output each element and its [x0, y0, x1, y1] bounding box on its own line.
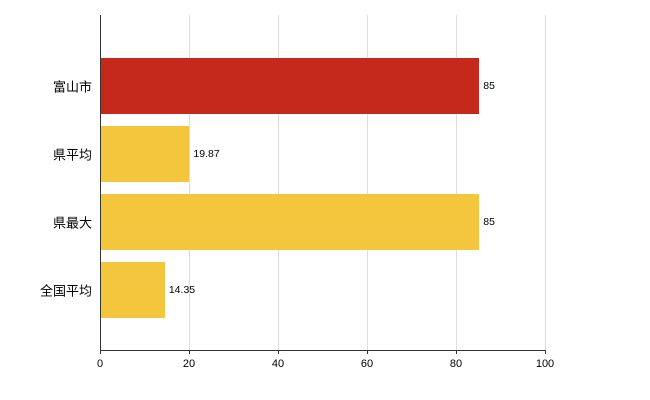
value-label: 85 — [483, 80, 495, 92]
bar-県最大 — [101, 194, 480, 250]
x-tick-mark — [278, 350, 279, 354]
bar-全国平均 — [101, 262, 165, 318]
value-label: 19.87 — [193, 148, 220, 160]
x-tick-label: 80 — [449, 358, 463, 370]
x-axis-line — [100, 350, 546, 351]
bar-県平均 — [101, 126, 190, 182]
value-label: 14.35 — [168, 284, 196, 296]
x-tick-mark — [456, 350, 457, 354]
x-tick-mark — [189, 350, 190, 354]
category-label: 全国平均 — [39, 283, 92, 299]
bar-富山市 — [101, 58, 480, 114]
x-tick-mark — [100, 350, 101, 354]
x-gridline — [189, 15, 190, 350]
x-gridline — [456, 15, 457, 350]
y-axis-line — [100, 15, 101, 350]
category-label: 県最大 — [52, 215, 92, 231]
category-label: 県平均 — [52, 147, 92, 163]
x-tick-label: 0 — [96, 358, 104, 370]
value-label: 85 — [483, 216, 495, 228]
x-gridline — [545, 15, 546, 350]
x-gridline — [278, 15, 279, 350]
category-label: 富山市 — [52, 79, 92, 95]
x-tick-label: 60 — [360, 358, 374, 370]
x-tick-mark — [545, 350, 546, 354]
x-tick-label: 40 — [271, 358, 285, 370]
x-tick-label: 100 — [535, 358, 555, 370]
x-gridline — [367, 15, 368, 350]
x-tick-mark — [367, 350, 368, 354]
x-tick-label: 20 — [182, 358, 196, 370]
